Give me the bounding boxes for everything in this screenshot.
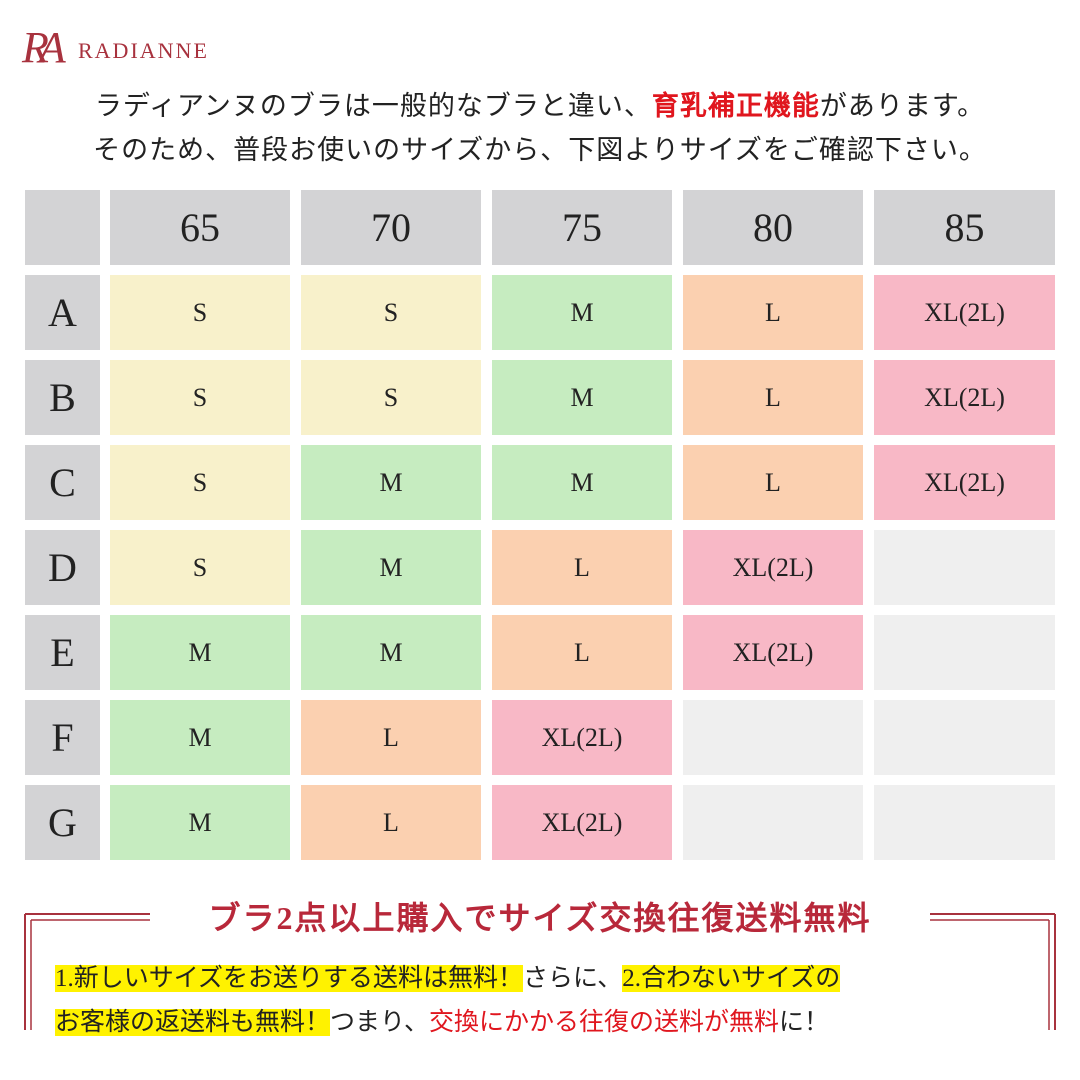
logo-monogram: RA bbox=[22, 23, 66, 72]
row-header: F bbox=[25, 700, 100, 775]
column-header: 65 bbox=[110, 190, 290, 265]
size-cell: XL(2L) bbox=[492, 785, 672, 860]
empty-cell bbox=[683, 700, 863, 775]
intro-text: ラディアンヌのブラは一般的なブラと違い、 bbox=[94, 91, 652, 121]
size-cell: XL(2L) bbox=[874, 360, 1055, 435]
row-header: A bbox=[25, 275, 100, 350]
size-cell: L bbox=[683, 445, 863, 520]
notice-text: つまり、 bbox=[330, 1009, 430, 1036]
size-cell: M bbox=[492, 360, 672, 435]
intro-line: そのため、普段お使いのサイズから、下図よりサイズをご確認下さい。 bbox=[93, 135, 987, 165]
intro-text: があります。 bbox=[819, 91, 986, 121]
size-cell: S bbox=[110, 445, 290, 520]
row-header: G bbox=[25, 785, 100, 860]
intro-line: ラディアンヌのブラは一般的なブラと違い、育乳補正機能があります。 bbox=[0, 84, 1080, 123]
column-header: 80 bbox=[683, 190, 863, 265]
row-header: C bbox=[25, 445, 100, 520]
size-cell: M bbox=[301, 530, 481, 605]
notice-line: お客様の返送料も無料！つまり、交換にかかる往復の送料が無料に！ bbox=[55, 1002, 829, 1038]
size-cell: S bbox=[301, 275, 481, 350]
empty-cell bbox=[874, 530, 1055, 605]
corner-cell bbox=[25, 190, 100, 265]
size-cell: M bbox=[110, 700, 290, 775]
size-cell: XL(2L) bbox=[683, 615, 863, 690]
size-cell: M bbox=[301, 445, 481, 520]
size-cell: L bbox=[301, 785, 481, 860]
size-cell: S bbox=[110, 530, 290, 605]
empty-cell bbox=[874, 615, 1055, 690]
notice-text: さらに、 bbox=[523, 965, 623, 992]
size-cell: S bbox=[110, 360, 290, 435]
size-cell: L bbox=[492, 530, 672, 605]
empty-cell bbox=[683, 785, 863, 860]
highlight-text: 2.合わないサイズの bbox=[622, 965, 841, 992]
column-header: 70 bbox=[301, 190, 481, 265]
size-cell: XL(2L) bbox=[874, 275, 1055, 350]
size-cell: L bbox=[492, 615, 672, 690]
notice-title: ブラ2点以上購入でサイズ交換往復送料無料 bbox=[208, 900, 872, 936]
notice-line: 1.新しいサイズをお送りする送料は無料！さらに、2.合わないサイズの bbox=[55, 958, 841, 994]
size-cell: XL(2L) bbox=[683, 530, 863, 605]
column-header: 75 bbox=[492, 190, 672, 265]
size-cell: L bbox=[683, 275, 863, 350]
size-cell: XL(2L) bbox=[492, 700, 672, 775]
size-cell: L bbox=[301, 700, 481, 775]
notice-text: に！ bbox=[779, 1009, 830, 1036]
logo-name: RADIANNE bbox=[78, 38, 209, 63]
row-header: D bbox=[25, 530, 100, 605]
size-cell: S bbox=[110, 275, 290, 350]
size-cell: M bbox=[110, 785, 290, 860]
size-cell: XL(2L) bbox=[874, 445, 1055, 520]
size-cell: M bbox=[301, 615, 481, 690]
row-header: E bbox=[25, 615, 100, 690]
size-cell: M bbox=[110, 615, 290, 690]
column-header: 85 bbox=[874, 190, 1055, 265]
empty-cell bbox=[874, 700, 1055, 775]
size-cell: M bbox=[492, 275, 672, 350]
highlight-text: 1.新しいサイズをお送りする送料は無料！ bbox=[55, 965, 524, 992]
empty-cell bbox=[874, 785, 1055, 860]
highlight-text: お客様の返送料も無料！ bbox=[55, 1009, 331, 1036]
intro-emphasis: 育乳補正機能 bbox=[651, 91, 820, 121]
size-cell: S bbox=[301, 360, 481, 435]
size-cell: M bbox=[492, 445, 672, 520]
size-cell: L bbox=[683, 360, 863, 435]
red-text: 交換にかかる往復の送料が無料 bbox=[429, 1009, 780, 1036]
row-header: B bbox=[25, 360, 100, 435]
